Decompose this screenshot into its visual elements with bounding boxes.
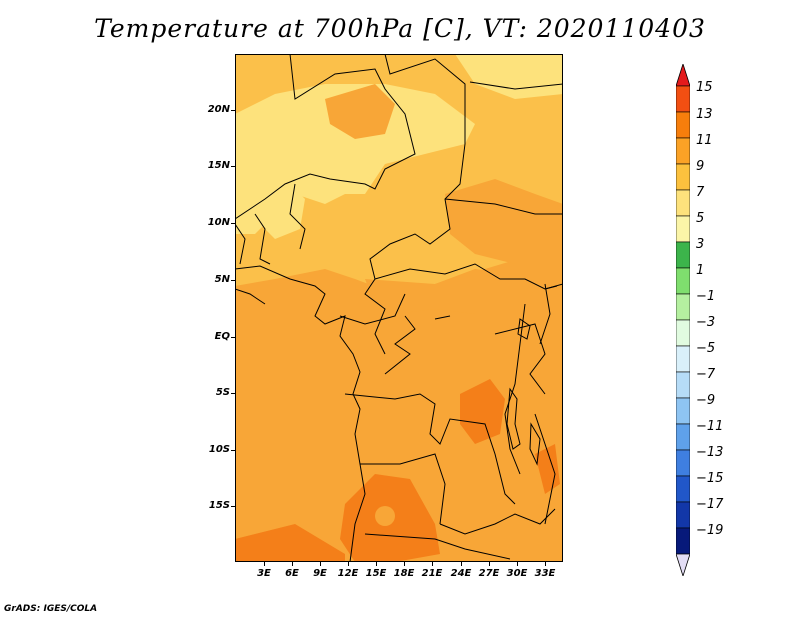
lat-tick: [231, 110, 235, 111]
colorbar-segment: [676, 85, 690, 113]
colorbar-label: −9: [696, 393, 716, 408]
temperature-field-orange-3: [365, 269, 535, 314]
colorbar-label: −1: [696, 289, 716, 304]
lon-tick: [517, 562, 518, 566]
colorbar-label: 11: [696, 133, 713, 148]
colorbar-segment: [676, 111, 690, 139]
colorbar-segment: [676, 397, 690, 425]
colorbar-segment: [676, 449, 690, 477]
lon-tick: [489, 562, 490, 566]
colorbar-bottom-arrow: [676, 553, 690, 576]
colorbar-segment: [676, 527, 690, 555]
colorbar-label: −13: [696, 445, 724, 460]
lat-label-10n: 10N: [207, 217, 230, 228]
lon-label-9e: 9E: [313, 568, 327, 579]
lat-label-5n: 5N: [214, 274, 230, 285]
colorbar-label: −3: [696, 315, 716, 330]
lon-tick: [320, 562, 321, 566]
temperature-field-pale-3: [455, 54, 563, 99]
colorbar: [676, 64, 690, 576]
colorbar-segment: [676, 319, 690, 347]
temperature-field-hot-2: [460, 379, 505, 444]
lat-tick: [231, 280, 235, 281]
temperature-field-pale: [235, 84, 475, 234]
lat-label-20n: 20N: [207, 104, 230, 115]
lon-tick: [292, 562, 293, 566]
lat-label-15s: 15S: [208, 500, 230, 511]
colorbar-segment: [676, 475, 690, 503]
temperature-field-orange-2: [445, 179, 563, 264]
colorbar-segment: [676, 423, 690, 451]
lon-label-15e: 15E: [365, 568, 387, 579]
lon-tick: [545, 562, 546, 566]
lat-tick: [231, 506, 235, 507]
temperature-field-orange: [325, 84, 395, 139]
colorbar-label: 3: [696, 237, 705, 252]
lat-tick: [231, 450, 235, 451]
lon-label-24e: 24E: [450, 568, 472, 579]
lakes: [434, 285, 558, 466]
lat-label-eq: EQ: [214, 331, 230, 342]
colorbar-label: −7: [696, 367, 716, 382]
colorbar-label: 7: [696, 185, 705, 200]
grads-credit: GrADS: IGES/COLA: [4, 604, 98, 614]
colorbar-top-arrow: [676, 64, 690, 87]
temperature-field-pale-2: [255, 179, 305, 239]
colorbar-segment: [676, 501, 690, 529]
temperature-field-eye: [375, 506, 395, 526]
lon-label-6e: 6E: [285, 568, 299, 579]
lon-tick: [404, 562, 405, 566]
lon-tick: [376, 562, 377, 566]
lon-label-30e: 30E: [506, 568, 528, 579]
lat-tick: [231, 393, 235, 394]
lon-tick: [348, 562, 349, 566]
colorbar-segment: [676, 163, 690, 191]
colorbar-label: 9: [696, 159, 705, 174]
colorbar-segment: [676, 267, 690, 295]
lat-tick: [231, 223, 235, 224]
lon-label-3e: 3E: [257, 568, 271, 579]
colorbar-segment: [676, 293, 690, 321]
temperature-field-hot-4: [235, 524, 345, 562]
country-borders: [235, 54, 563, 562]
lat-label-5s: 5S: [215, 387, 230, 398]
lon-label-21e: 21E: [421, 568, 443, 579]
colorbar-segment: [676, 137, 690, 165]
lon-tick: [432, 562, 433, 566]
colorbar-segment: [676, 189, 690, 217]
colorbar-label: −19: [696, 523, 724, 538]
colorbar-label: −17: [696, 497, 724, 512]
lon-label-33e: 33E: [534, 568, 556, 579]
colorbar-label: −11: [696, 419, 724, 434]
map-border: [235, 54, 563, 562]
lon-tick: [264, 562, 265, 566]
colorbar-segment: [676, 345, 690, 373]
lat-tick: [231, 337, 235, 338]
colorbar-label: −5: [696, 341, 716, 356]
lon-label-27e: 27E: [478, 568, 500, 579]
colorbar-label: 15: [696, 80, 713, 95]
colorbar-label: 1: [696, 263, 705, 278]
colorbar-segment: [676, 215, 690, 243]
lat-label-10s: 10S: [208, 444, 230, 455]
lat-tick: [231, 166, 235, 167]
colorbar-label: 13: [696, 107, 713, 122]
colorbar-label: 5: [696, 211, 705, 226]
lon-tick: [461, 562, 462, 566]
chart-title: Temperature at 700hPa [C], VT: 202011040…: [94, 14, 706, 43]
lon-label-12e: 12E: [337, 568, 359, 579]
lon-label-18e: 18E: [393, 568, 415, 579]
colorbar-segment: [676, 241, 690, 269]
colorbar-label: −15: [696, 471, 724, 486]
colorbar-segment: [676, 371, 690, 399]
lat-label-15n: 15N: [207, 160, 230, 171]
temperature-map: [235, 54, 563, 562]
